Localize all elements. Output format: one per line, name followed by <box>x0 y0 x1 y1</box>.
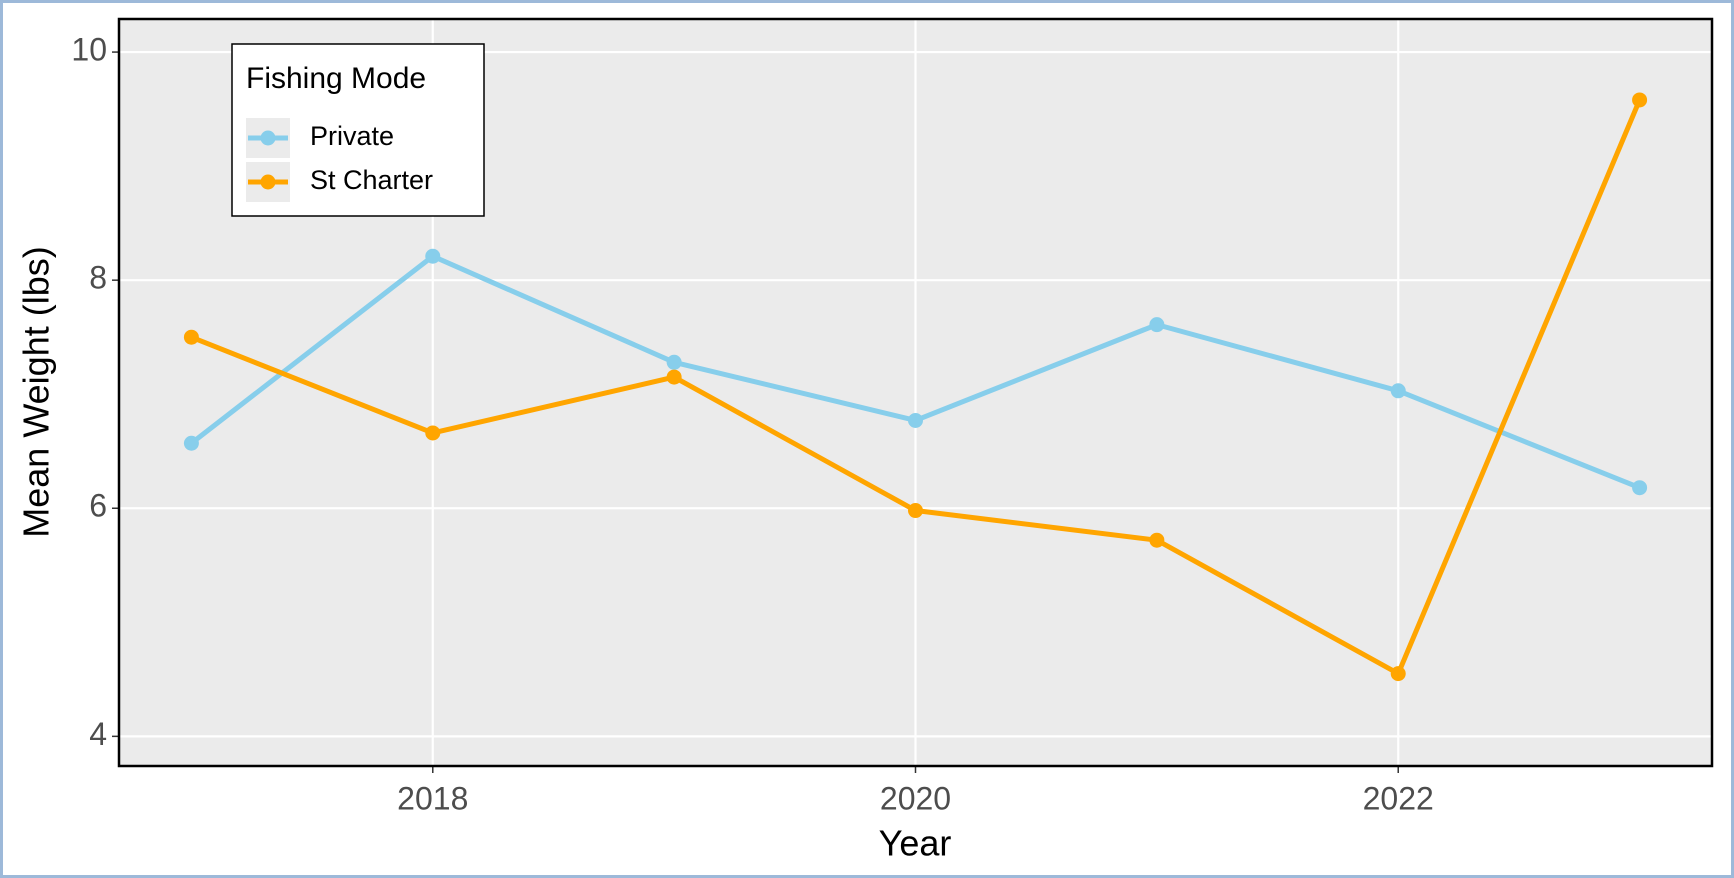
y-tick-label: 6 <box>89 488 107 524</box>
data-point <box>1149 317 1165 333</box>
data-point <box>425 248 441 264</box>
legend-label: Private <box>310 121 394 151</box>
data-point <box>1390 383 1406 399</box>
legend-label: St Charter <box>310 165 433 195</box>
data-point <box>908 412 923 428</box>
panel-border <box>117 17 1714 768</box>
x-tick-label: 2022 <box>1363 780 1434 816</box>
y-tick-label: 10 <box>71 32 107 68</box>
legend: Fishing Mode Private St Charter <box>231 43 485 217</box>
data-point <box>1390 666 1406 682</box>
data-point <box>425 425 441 441</box>
data-point <box>1632 92 1648 108</box>
x-tick-label: 2020 <box>880 780 951 816</box>
y-axis-title: Mean Weight (lbs) <box>16 246 57 537</box>
legend-title: Fishing Mode <box>246 62 426 95</box>
data-point <box>183 435 199 451</box>
legend-key-point <box>260 130 276 146</box>
legend-key-point <box>260 174 276 190</box>
x-tick-label: 2018 <box>397 780 468 816</box>
data-point <box>1632 480 1648 496</box>
y-tick-label: 4 <box>89 716 107 752</box>
data-point <box>666 354 682 370</box>
data-point <box>183 329 199 345</box>
data-point <box>666 369 682 385</box>
x-axis-title: Year <box>879 823 952 864</box>
y-tick-label: 8 <box>89 260 107 296</box>
data-point <box>908 503 923 519</box>
data-point <box>1149 532 1165 548</box>
